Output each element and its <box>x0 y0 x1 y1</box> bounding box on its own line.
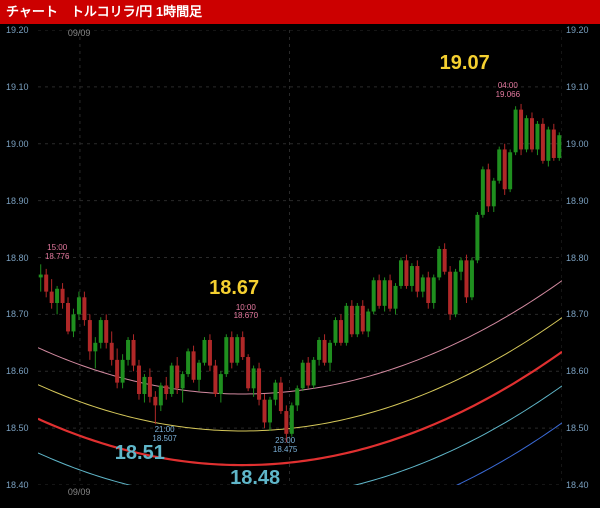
ytick-right-1: 18.50 <box>566 423 589 433</box>
big-label-2: 18.51 <box>115 442 165 465</box>
anno-0: 15:0018.776 <box>45 244 69 262</box>
anno-2: 04:0019.066 <box>496 82 520 100</box>
ytick-left-0: 18.40 <box>6 480 29 490</box>
chart-title: チャート トルコリラ/円 1時間足 <box>6 4 202 19</box>
chart-plot-area[interactable] <box>38 30 562 485</box>
ytick-right-5: 18.90 <box>566 196 589 206</box>
ytick-left-2: 18.60 <box>6 366 29 376</box>
anno-3: 21:0018.507 <box>152 426 176 444</box>
ytick-left-6: 19.00 <box>6 139 29 149</box>
ytick-left-4: 18.80 <box>6 253 29 263</box>
ytick-right-3: 18.70 <box>566 309 589 319</box>
ytick-left-7: 19.10 <box>6 82 29 92</box>
ytick-right-6: 19.00 <box>566 139 589 149</box>
ytick-right-0: 18.40 <box>566 480 589 490</box>
ytick-right-4: 18.80 <box>566 253 589 263</box>
chart-svg <box>38 30 562 485</box>
big-label-1: 18.67 <box>209 277 259 300</box>
big-label-3: 18.48 <box>230 467 280 490</box>
ytick-right-7: 19.10 <box>566 82 589 92</box>
anno-1: 10:0018.670 <box>234 304 258 322</box>
big-label-0: 19.07 <box>440 52 490 75</box>
date-bottom: 09/09 <box>68 487 91 497</box>
ytick-left-5: 18.90 <box>6 196 29 206</box>
ytick-right-8: 19.20 <box>566 25 589 35</box>
chart-header: チャート トルコリラ/円 1時間足 <box>0 0 600 24</box>
ytick-right-2: 18.60 <box>566 366 589 376</box>
ytick-left-8: 19.20 <box>6 25 29 35</box>
anno-4: 23:0018.475 <box>273 437 297 455</box>
ytick-left-3: 18.70 <box>6 309 29 319</box>
date-top: 09/09 <box>68 28 91 38</box>
ytick-left-1: 18.50 <box>6 423 29 433</box>
chart-container: チャート トルコリラ/円 1時間足 18.40 18.40 18.50 18.50 18… <box>0 0 600 508</box>
